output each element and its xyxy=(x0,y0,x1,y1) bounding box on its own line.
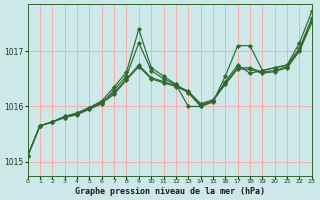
X-axis label: Graphe pression niveau de la mer (hPa): Graphe pression niveau de la mer (hPa) xyxy=(75,187,265,196)
